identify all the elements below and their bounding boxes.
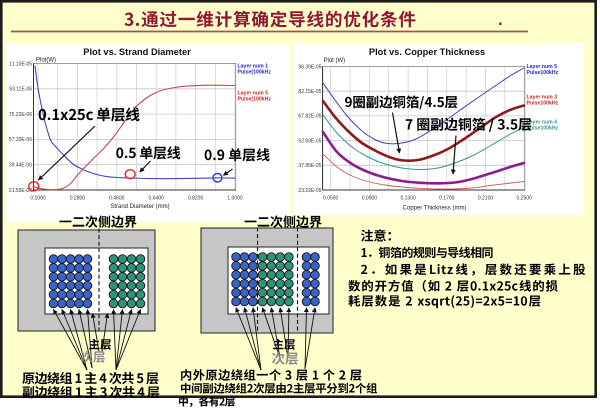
svg-text:Layer num 1: Layer num 1	[238, 64, 269, 70]
svg-text:Pulse(100kHz: Pulse(100kHz	[238, 70, 272, 76]
svg-text:0.2800: 0.2800	[70, 196, 86, 202]
svg-text:Layer num 5: Layer num 5	[238, 91, 269, 97]
svg-text:0.6400: 0.6400	[149, 196, 165, 202]
svg-text:67.82E-05: 67.82E-05	[298, 114, 321, 120]
svg-text:.: .	[498, 10, 503, 29]
svg-text:39.44E-06: 39.44E-06	[9, 163, 32, 169]
svg-text:Pulse(100kHz: Pulse(100kHz	[238, 97, 272, 103]
svg-text:Layer num 4: Layer num 4	[527, 120, 558, 126]
svg-text:0.1700: 0.1700	[439, 196, 455, 202]
svg-text:37.95E-05: 37.95E-05	[298, 163, 321, 169]
svg-text:0.4600: 0.4600	[109, 196, 125, 202]
svg-text:93.11E-06: 93.11E-06	[9, 87, 32, 93]
svg-text:Strand Diameter (mm): Strand Diameter (mm)	[110, 204, 169, 210]
svg-text:52.69E-05: 52.69E-05	[298, 138, 321, 144]
svg-text:Copper Thickness (mm): Copper Thickness (mm)	[403, 206, 467, 212]
svg-text:0.0900: 0.0900	[362, 196, 378, 202]
svg-text:0.1000: 0.1000	[30, 196, 46, 202]
svg-text:Pulse100kHz: Pulse100kHz	[527, 101, 559, 107]
svg-text:0.0500: 0.0500	[323, 196, 339, 202]
svg-text:Pulse100kHz: Pulse100kHz	[527, 126, 559, 132]
svg-text:Layer num 5: Layer num 5	[527, 64, 558, 70]
svg-text:82.15E-05: 82.15E-05	[298, 89, 321, 95]
svg-text:75.22E-06: 75.22E-06	[9, 112, 32, 118]
svg-text:96.39E-05: 96.39E-05	[298, 64, 321, 70]
svg-text:Plot (W): Plot (W)	[324, 58, 346, 64]
svg-text:0.1300: 0.1300	[400, 196, 416, 202]
svg-text:0.2100: 0.2100	[478, 196, 494, 202]
svg-text:Plot vs. Strand Diameter: Plot vs. Strand Diameter	[83, 47, 191, 57]
svg-text:Plot vs. Copper Thickness: Plot vs. Copper Thickness	[369, 47, 485, 57]
svg-text:Pulse100kHz: Pulse100kHz	[527, 70, 559, 76]
svg-text:23.22E-05: 23.22E-05	[298, 188, 321, 194]
svg-text:0.2500: 0.2500	[517, 196, 533, 202]
svg-text:0.8200: 0.8200	[188, 196, 204, 202]
svg-text:21.55E-06: 21.55E-06	[9, 188, 32, 194]
svg-text:Layer num 3: Layer num 3	[527, 95, 558, 101]
svg-text:11.10E-05: 11.10E-05	[9, 61, 32, 67]
svg-text:57.33E-06: 57.33E-06	[9, 137, 32, 143]
svg-text:1.0000: 1.0000	[227, 196, 243, 202]
svg-text:Plot(W): Plot(W)	[36, 58, 56, 64]
